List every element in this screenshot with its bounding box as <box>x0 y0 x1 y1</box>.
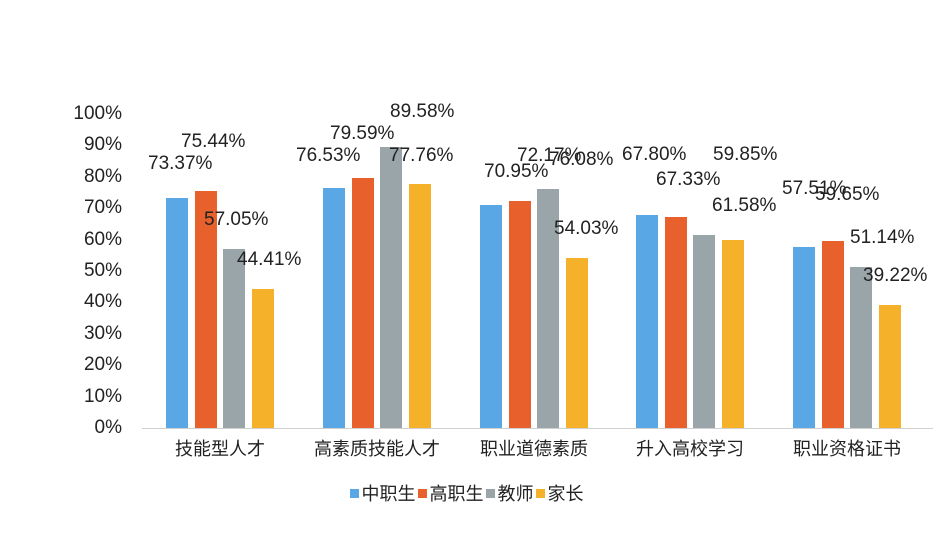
bar-教师-职业资格证书 <box>850 267 872 428</box>
data-label: 44.41% <box>237 249 302 270</box>
legend-label: 家长 <box>547 484 584 505</box>
y-tick-label: 90% <box>83 134 122 156</box>
bar-家长-高素质技能人才 <box>408 183 431 428</box>
legend: 中职生 高职生 教师 家长 <box>0 480 933 506</box>
bar-高职生-职业道德素质 <box>508 201 531 428</box>
legend-swatch-icon <box>485 488 495 498</box>
bar-教师-职业道德素质 <box>537 189 559 428</box>
legend-item: 教师 <box>485 480 534 506</box>
data-label: 79.59% <box>330 123 395 144</box>
bar-家长-职业资格证书 <box>878 304 901 428</box>
bar-教师-技能型人才 <box>223 248 245 428</box>
bar-高职生-高素质技能人才 <box>351 178 374 428</box>
data-label: 89.58% <box>390 101 455 122</box>
data-label: 73.37% <box>148 153 213 174</box>
legend-label: 中职生 <box>361 484 416 505</box>
data-label: 57.51% <box>782 178 847 199</box>
legend-swatch-icon <box>417 488 427 498</box>
bar-高职生-升入高校学习 <box>664 216 687 428</box>
data-label: 75.44% <box>181 131 246 152</box>
category-label: 升入高校学习 <box>636 439 744 460</box>
data-label: 72.17% <box>517 145 582 166</box>
x-axis-line <box>142 428 933 429</box>
data-label: 76.53% <box>296 145 361 166</box>
data-label: 57.05% <box>204 209 269 230</box>
data-label: 77.76% <box>389 145 454 166</box>
bar-中职生-高素质技能人才 <box>323 187 345 428</box>
data-label: 39.22% <box>863 265 928 286</box>
legend-swatch-icon <box>349 488 359 498</box>
data-label: 67.33% <box>656 169 721 190</box>
bar-教师-高素质技能人才 <box>380 146 402 428</box>
bar-教师-升入高校学习 <box>693 234 715 428</box>
y-tick-label: 60% <box>83 228 122 250</box>
y-tick-label: 50% <box>83 260 122 281</box>
legend-label: 教师 <box>497 484 534 505</box>
legend-swatch-icon <box>535 488 545 498</box>
y-tick-label: 20% <box>83 354 122 376</box>
bar-中职生-技能型人才 <box>166 197 188 428</box>
bar-中职生-升入高校学习 <box>636 215 658 428</box>
bar-中职生-职业道德素质 <box>480 205 502 428</box>
bar-家长-升入高校学习 <box>721 240 744 428</box>
category-label: 职业资格证书 <box>793 439 901 460</box>
category-label: 高素质技能人才 <box>314 439 440 460</box>
y-tick-label: 30% <box>83 322 122 344</box>
y-tick-label: 70% <box>83 197 122 219</box>
y-tick-label: 40% <box>83 291 122 313</box>
legend-item: 高职生 <box>417 480 484 506</box>
category-label: 技能型人才 <box>175 439 265 460</box>
bar-高职生-技能型人才 <box>194 191 217 428</box>
y-tick-label: 80% <box>83 165 122 187</box>
bar-中职生-职业资格证书 <box>793 247 815 428</box>
legend-label: 高职生 <box>429 484 484 505</box>
category-label: 职业道德素质 <box>480 439 588 460</box>
data-label: 51.14% <box>850 227 915 248</box>
data-label: 61.58% <box>712 195 777 216</box>
data-label: 59.85% <box>713 144 778 165</box>
bar-高职生-职业资格证书 <box>821 240 844 428</box>
legend-item: 家长 <box>535 480 584 506</box>
data-label: 67.80% <box>622 144 687 165</box>
legend-item: 中职生 <box>349 480 416 506</box>
data-label: 70.95% <box>484 161 549 182</box>
bar-家长-职业道德素质 <box>565 258 588 428</box>
data-label: 76.08% <box>549 149 614 170</box>
data-label: 54.03% <box>554 218 619 239</box>
data-label: 59.65% <box>815 184 880 205</box>
bar-家长-技能型人才 <box>251 288 274 428</box>
y-tick-label: 0% <box>94 417 122 438</box>
y-tick-label: 100% <box>73 103 122 124</box>
y-tick-label: 10% <box>83 385 122 407</box>
